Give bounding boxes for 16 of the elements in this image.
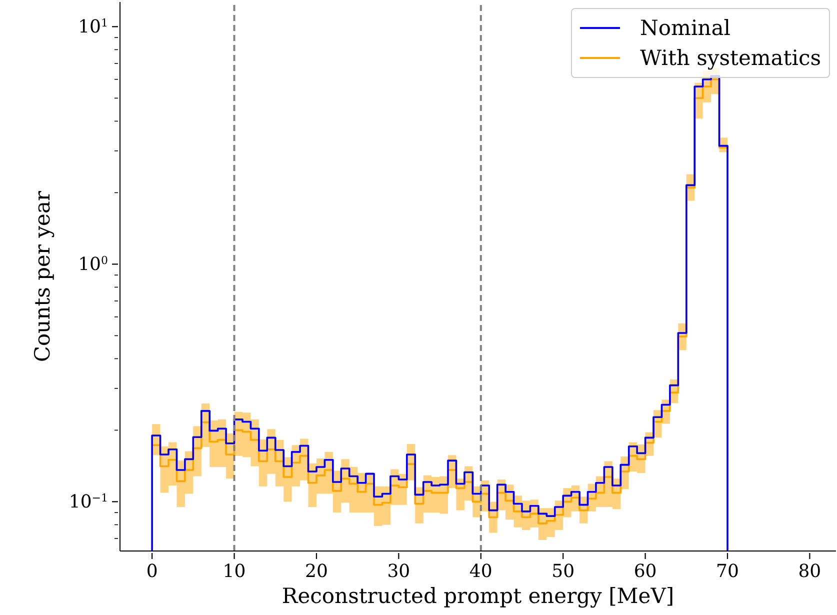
x-tick-label: 30 <box>387 561 410 582</box>
x-tick-label: 50 <box>552 561 575 582</box>
y-tick-label: 10$^{1}$ <box>78 16 108 38</box>
legend-label: With systematics <box>640 46 821 70</box>
x-axis-title: Reconstructed prompt energy [MeV] <box>282 584 674 608</box>
y-tick-label: 10$^{−1}$ <box>68 491 108 513</box>
x-tick-label: 80 <box>798 561 822 582</box>
y-tick-label: 10$^{0}$ <box>78 254 108 276</box>
y-axis-title: Counts per year <box>30 190 54 362</box>
x-tick-label: 10 <box>222 561 246 582</box>
x-tick-label: 70 <box>716 561 739 582</box>
x-tick-label: 60 <box>634 561 657 582</box>
legend-label: Nominal <box>640 16 730 40</box>
x-tick-label: 20 <box>305 561 328 582</box>
x-tick-label: 40 <box>469 561 492 582</box>
x-tick-label: 0 <box>146 561 158 582</box>
